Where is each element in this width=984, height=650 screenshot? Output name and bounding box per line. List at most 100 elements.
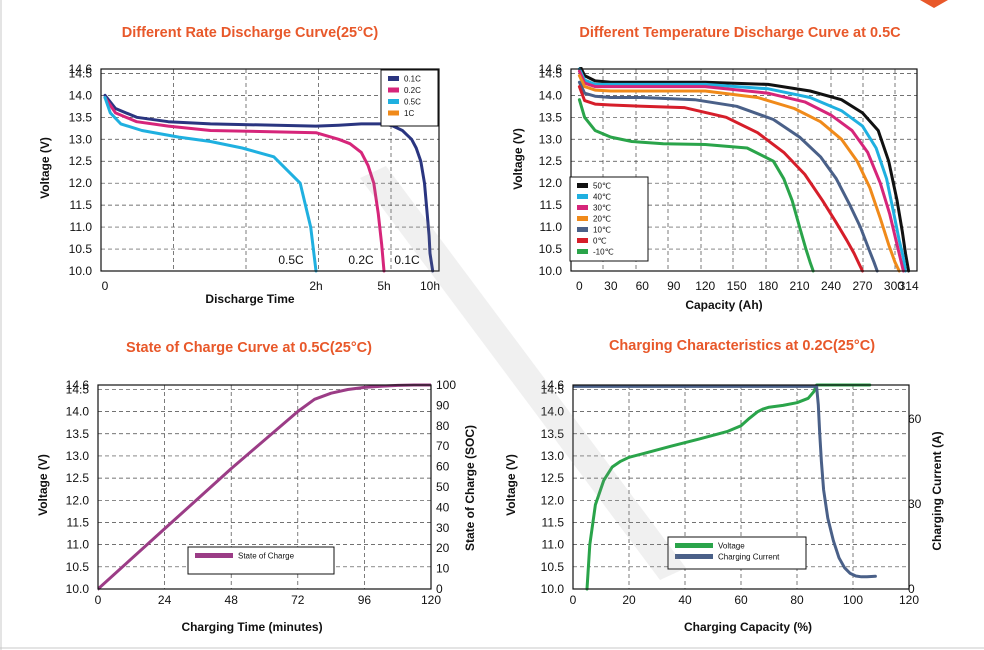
x-tick-label: 0 [102,279,109,293]
chart-panel-4: Charging Characteristics at 0.2C(25°C) 10… [504,338,944,634]
x-tick-label: 240 [821,279,841,293]
y2-tick-label: 60 [436,460,450,474]
legend-label: 20℃ [593,215,611,224]
x-tick-label: 60 [734,593,748,607]
legend-swatch [577,238,588,243]
plot-area-frame [572,384,910,590]
plot-area-frame [97,384,432,590]
x-tick-label: 10h [420,279,440,293]
legend-swatch [577,205,588,210]
series-line-1 [103,93,435,273]
chart-title: Different Temperature Discharge Curve at… [579,25,901,41]
legend-swatch [577,216,588,221]
x-tick-label: 96 [358,593,372,607]
series-group [103,93,435,273]
y-tick-label: 12.0 [539,176,563,190]
y-axis-label: Voltage (V) [504,454,518,516]
y-tick-label: 13.5 [539,110,563,124]
y2-tick-label: 100 [436,378,456,392]
y2-tick-label: 10 [436,562,450,576]
y2-tick-label: 0 [908,582,915,596]
curve-annotation: 0.2C [348,253,374,267]
y-tick-label: 14.6 [69,62,93,76]
curve-annotation: 0.5C [278,253,304,267]
y2-tick-label: 40 [436,500,450,514]
legend-swatch [577,183,588,188]
y-tick-label: 13.0 [66,449,90,463]
y-tick-label: 14.5 [69,66,93,80]
y-tick-label: 11.5 [70,198,93,212]
y2-tick-label: 50 [436,480,450,494]
y2-axis-label: Charging Current (A) [930,431,944,550]
x-tick-label: 300 [884,279,904,293]
legend-label: 50℃ [593,182,611,191]
y-tick-label: 11.0 [540,220,563,234]
y-tick-label: 13.5 [69,110,93,124]
y-tick-label: 10.5 [66,560,90,574]
y-axis-label: Voltage (V) [511,128,525,190]
legend-swatch [675,554,713,559]
legend-label: 0℃ [593,237,606,246]
y-tick-label: 14.6 [541,378,565,392]
legend-swatch [577,227,588,232]
plot-area-frame [100,68,440,272]
legend-label: -10℃ [593,248,614,257]
curve-annotation: 0.1C [394,253,420,267]
series-line-6 [577,85,864,273]
legend-swatch [388,99,399,104]
y2-tick-label: 80 [436,419,450,433]
x-tick-label: 100 [843,593,863,607]
y-tick-label: 11.0 [70,220,93,234]
y2-tick-label: 30 [908,497,922,511]
y-tick-label: 12.5 [539,154,563,168]
legend-swatch [388,76,399,81]
y-tick-label: 11.0 [67,538,90,552]
legend-label: 1C [404,109,414,118]
y-tick-label: 14.5 [66,382,90,396]
y-tick-label: 14.5 [541,382,565,396]
y-tick-label: 13.0 [541,449,565,463]
y-tick-label: 12.5 [66,471,90,485]
y-tick-label: 14.6 [66,378,90,392]
legend-label: 40℃ [593,193,611,202]
y-tick-label: 13.5 [66,427,90,441]
x-tick-label: 80 [790,593,804,607]
legend-label: State of Charge [238,552,295,561]
y2-tick-label: 60 [908,412,922,426]
x-tick-label: 120 [899,593,919,607]
legend-label: Charging Current [718,553,780,562]
y-axis-label: Voltage (V) [38,137,52,199]
x-tick-label: 120 [421,593,441,607]
series-line-1 [578,67,911,273]
y-tick-label: 14.0 [66,405,90,419]
y2-tick-label: 30 [436,521,450,535]
x-tick-label: 60 [636,279,650,293]
y-tick-label: 10.0 [541,582,565,596]
legend-box [667,536,807,570]
x-tick-label: 270 [852,279,872,293]
y-tick-label: 10.0 [66,582,90,596]
series-group [577,67,911,273]
y-tick-label: 12.0 [66,493,90,507]
series-line-2 [103,96,386,273]
x-tick-label: 72 [291,593,305,607]
series-line-4 [577,74,901,273]
x-axis-label: Capacity (Ah) [685,298,762,312]
y2-tick-label: 70 [436,439,450,453]
series-line-5 [577,80,879,273]
x-tick-label: 30 [604,279,618,293]
chart-title: Charging Characteristics at 0.2C(25°C) [609,338,875,354]
legend-label: Voltage [718,542,745,551]
x-axis-label: Charging Capacity (%) [684,620,812,634]
legend-swatch [388,110,399,116]
y-tick-label: 13.0 [69,132,93,146]
y-axis-label: Voltage (V) [36,454,50,516]
legend-label: 30℃ [593,204,611,213]
x-axis-label: Charging Time (minutes) [181,620,322,634]
legend-label: 0.1C [404,75,421,84]
x-tick-label: 150 [727,279,747,293]
y2-axis-label: State of Charge (SOC) [463,425,477,551]
chart-panel-1: Different Rate Discharge Curve(25°C) 10.0… [38,25,440,306]
series-line-3 [577,69,905,273]
y-tick-label: 14.0 [541,405,565,419]
